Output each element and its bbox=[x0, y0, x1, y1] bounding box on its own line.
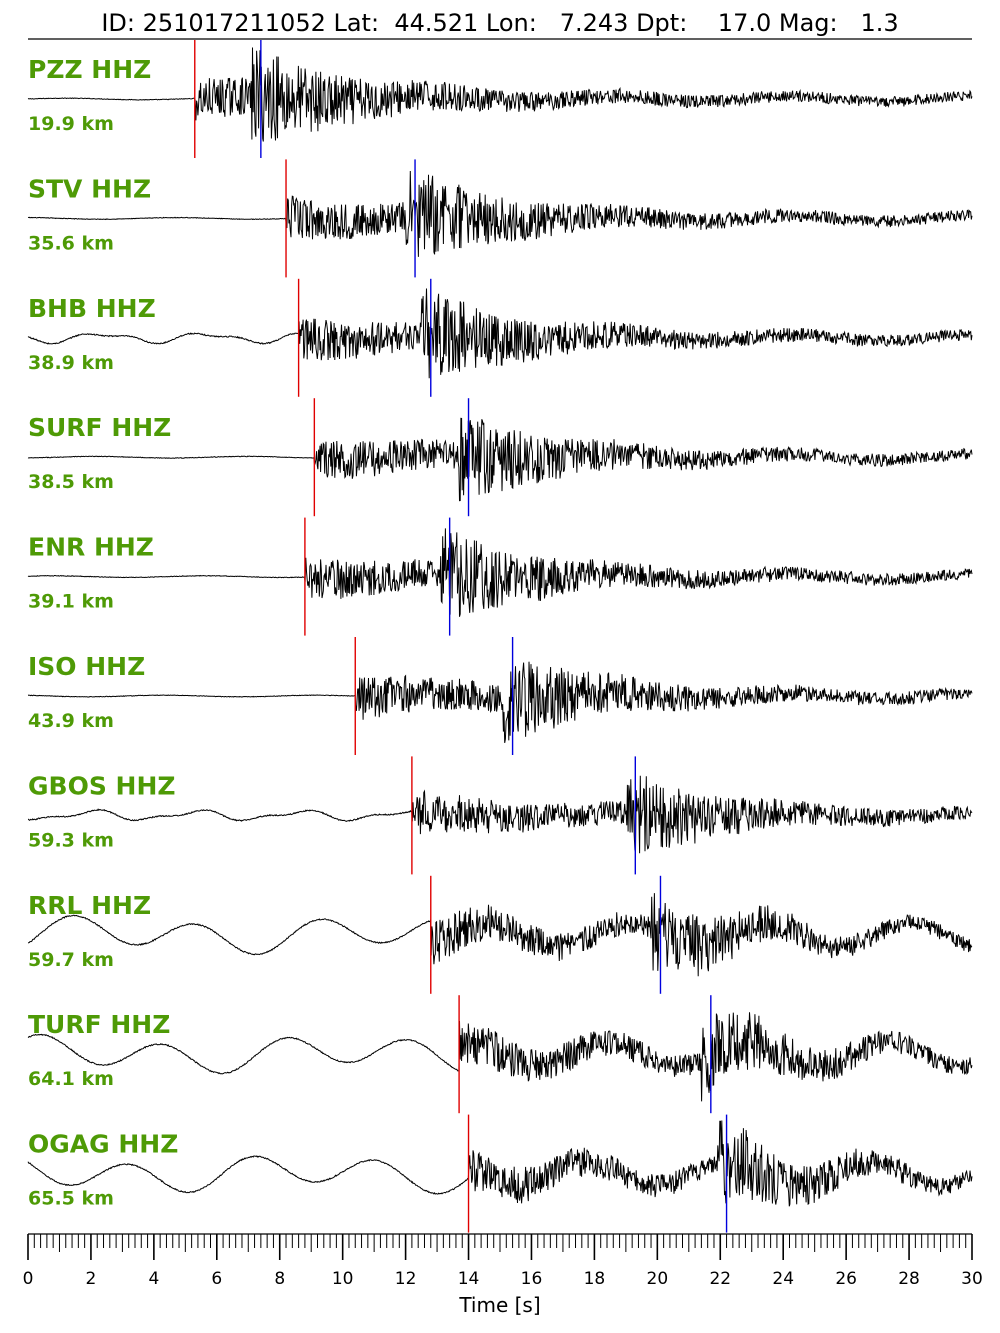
station-distance-label: 43.9 km bbox=[28, 710, 114, 732]
station-name-label: ISO HHZ bbox=[28, 652, 145, 681]
station-name-label: STV HHZ bbox=[28, 174, 151, 203]
x-axis-label: Time [s] bbox=[458, 1293, 540, 1317]
trace-enr: ENR HHZ 39.1 km bbox=[27, 517, 973, 636]
trace-gbos: GBOS HHZ 59.3 km bbox=[27, 756, 973, 875]
waveform-line bbox=[27, 170, 973, 257]
station-name-label: SURF HHZ bbox=[28, 413, 171, 442]
trace-ogag: OGAG HHZ 65.5 km bbox=[27, 1114, 973, 1233]
x-tick-label: 20 bbox=[647, 1269, 669, 1289]
x-tick-label: 16 bbox=[521, 1269, 543, 1289]
station-name-label: ENR HHZ bbox=[28, 533, 154, 562]
x-tick-label: 26 bbox=[835, 1269, 857, 1289]
x-tick-label: 2 bbox=[86, 1269, 97, 1289]
time-axis: 0 2 4 6 8 10 12 14 16 18 20 22 24 26 28 30 bbox=[23, 1233, 983, 1289]
x-tick-label: 30 bbox=[961, 1269, 983, 1289]
station-name-label: PZZ HHZ bbox=[28, 55, 151, 84]
trace-bhb: BHB HHZ 38.9 km bbox=[27, 278, 973, 397]
station-name-label: GBOS HHZ bbox=[28, 771, 176, 800]
x-tick-label: 24 bbox=[772, 1269, 794, 1289]
waveform-line bbox=[27, 417, 973, 502]
x-tick-label: 10 bbox=[332, 1269, 354, 1289]
x-tick-label: 0 bbox=[23, 1269, 34, 1289]
chart-title: ID: 251017211052 Lat: 44.521 Lon: 7.243 … bbox=[101, 9, 898, 37]
x-tick-label: 6 bbox=[211, 1269, 222, 1289]
station-distance-label: 39.1 km bbox=[28, 591, 114, 613]
waveform-line bbox=[27, 288, 973, 379]
x-tick-label: 28 bbox=[898, 1269, 920, 1289]
station-distance-label: 64.1 km bbox=[28, 1068, 114, 1090]
station-distance-label: 38.9 km bbox=[28, 352, 114, 374]
station-distance-label: 35.6 km bbox=[28, 232, 114, 254]
station-name-label: OGAG HHZ bbox=[28, 1130, 178, 1159]
station-distance-label: 65.5 km bbox=[28, 1188, 114, 1210]
waveform-line bbox=[27, 1012, 973, 1102]
trace-pzz: PZZ HHZ 19.9 km bbox=[27, 40, 973, 158]
x-tick-label: 8 bbox=[274, 1269, 285, 1289]
station-name-label: TURF HHZ bbox=[28, 1010, 170, 1039]
waveform-line bbox=[27, 893, 973, 977]
waveform-line bbox=[27, 1120, 973, 1207]
station-name-label: RRL HHZ bbox=[28, 891, 151, 920]
trace-iso: ISO HHZ 43.9 km bbox=[27, 637, 973, 755]
trace-stv: STV HHZ 35.6 km bbox=[27, 159, 973, 278]
waveform-line bbox=[27, 528, 973, 617]
trace-turf: TURF HHZ 64.1 km bbox=[27, 995, 973, 1114]
x-tick-label: 18 bbox=[584, 1269, 606, 1289]
trace-rrl: RRL HHZ 59.7 km bbox=[27, 875, 973, 994]
x-tick-label: 12 bbox=[395, 1269, 417, 1289]
waveform-line bbox=[27, 47, 973, 142]
x-tick-label: 4 bbox=[148, 1269, 159, 1289]
waveform-line bbox=[27, 661, 973, 743]
station-name-label: BHB HHZ bbox=[28, 294, 156, 323]
station-distance-label: 19.9 km bbox=[28, 113, 114, 135]
traces-group: PZZ HHZ 19.9 km STV HHZ 35.6 km BHB HHZ 38.9 … bbox=[27, 40, 973, 1233]
waveform-line bbox=[27, 775, 973, 854]
station-distance-label: 38.5 km bbox=[28, 471, 114, 493]
x-tick-label: 22 bbox=[709, 1269, 731, 1289]
station-distance-label: 59.3 km bbox=[28, 829, 114, 851]
station-distance-label: 59.7 km bbox=[28, 949, 114, 971]
x-tick-label: 14 bbox=[458, 1269, 480, 1289]
trace-surf: SURF HHZ 38.5 km bbox=[27, 398, 973, 517]
